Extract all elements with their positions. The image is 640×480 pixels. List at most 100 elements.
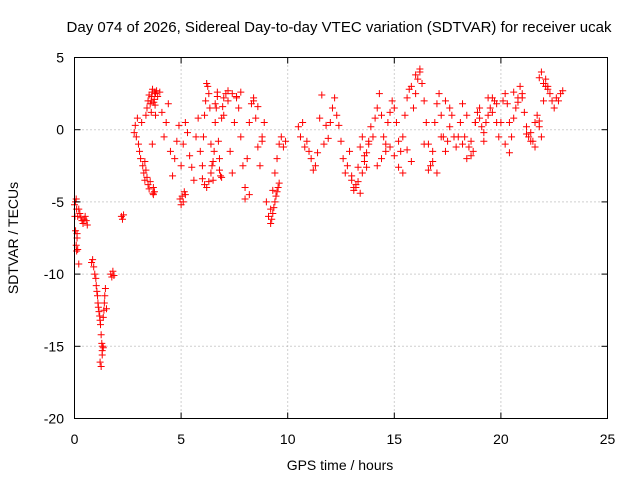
data-point [118, 215, 126, 223]
data-point [99, 342, 107, 350]
data-point [81, 212, 89, 220]
grid-lines [74, 57, 608, 419]
data-point [356, 189, 364, 197]
data-point [533, 111, 541, 119]
data-point [452, 143, 460, 151]
data-point [505, 149, 513, 157]
data-point [537, 68, 545, 76]
data-point [495, 133, 503, 141]
data-point [137, 155, 145, 163]
data-point [341, 169, 349, 177]
data-point [352, 183, 360, 191]
data-point [542, 75, 550, 83]
data-point [399, 133, 407, 141]
data-point [166, 147, 174, 155]
data-point [354, 163, 362, 171]
data-point [272, 192, 280, 200]
data-point [220, 94, 228, 102]
data-point [274, 183, 282, 191]
data-point [478, 123, 486, 131]
y-tick-label: -10 [44, 266, 64, 282]
data-point [392, 118, 400, 126]
data-point [92, 274, 100, 282]
data-point [516, 82, 524, 90]
data-point [522, 123, 530, 131]
data-point [271, 169, 279, 177]
data-point [269, 209, 277, 217]
data-point [305, 147, 313, 155]
data-point [535, 117, 543, 125]
data-point [75, 260, 83, 268]
data-point [205, 90, 213, 98]
data-point [201, 111, 209, 119]
data-point [382, 140, 390, 148]
data-point [206, 104, 214, 112]
data-point [409, 104, 417, 112]
data-point [343, 162, 351, 170]
data-point [207, 140, 215, 148]
data-point [273, 155, 281, 163]
data-point [141, 157, 149, 165]
data-point [228, 90, 236, 98]
data-point [407, 82, 415, 90]
data-point [499, 97, 507, 105]
data-point [224, 87, 232, 95]
data-point [444, 137, 452, 145]
data-point [245, 191, 253, 199]
data-point [275, 179, 283, 187]
data-point [160, 133, 168, 141]
data-point [95, 308, 103, 316]
data-point [130, 129, 138, 137]
data-point [262, 198, 270, 206]
data-point [431, 118, 439, 126]
data-point [235, 104, 243, 112]
data-point [333, 111, 341, 119]
data-point [422, 118, 430, 126]
data-point [102, 305, 110, 313]
data-point [210, 147, 218, 155]
data-point [98, 339, 106, 347]
data-point [147, 108, 155, 116]
data-point [183, 129, 191, 137]
data-point [429, 147, 437, 155]
data-point [503, 100, 511, 108]
data-point [544, 85, 552, 93]
data-point [527, 137, 535, 145]
data-point [363, 149, 371, 157]
x-tick-label: 25 [600, 431, 616, 447]
data-point [358, 169, 366, 177]
data-point [531, 118, 539, 126]
data-point [324, 134, 332, 142]
data-point [190, 176, 198, 184]
data-point [505, 118, 513, 126]
data-point [501, 90, 509, 98]
data-point [424, 166, 432, 174]
data-point [139, 162, 147, 170]
data-point [339, 155, 347, 163]
data-point [412, 90, 420, 98]
data-point [99, 344, 107, 352]
data-point [154, 92, 162, 100]
data-point [268, 215, 276, 223]
data-point [311, 162, 319, 170]
data-point [465, 143, 473, 151]
data-point [250, 97, 258, 105]
data-point [518, 94, 526, 102]
data-point [497, 118, 505, 126]
data-point [437, 111, 445, 119]
x-tick-label: 5 [177, 431, 185, 447]
data-point [388, 97, 396, 105]
data-point [241, 195, 249, 203]
x-tick-label: 15 [387, 431, 403, 447]
data-point [94, 292, 102, 300]
data-point [164, 100, 172, 108]
data-point [486, 104, 494, 112]
data-point [367, 123, 375, 131]
y-tick-label: 0 [56, 122, 64, 138]
data-point [467, 152, 475, 160]
data-point [74, 246, 82, 254]
data-point [354, 178, 362, 186]
data-point [239, 162, 247, 170]
data-point [316, 114, 324, 122]
x-axis-label: GPS time / hours [287, 457, 394, 473]
